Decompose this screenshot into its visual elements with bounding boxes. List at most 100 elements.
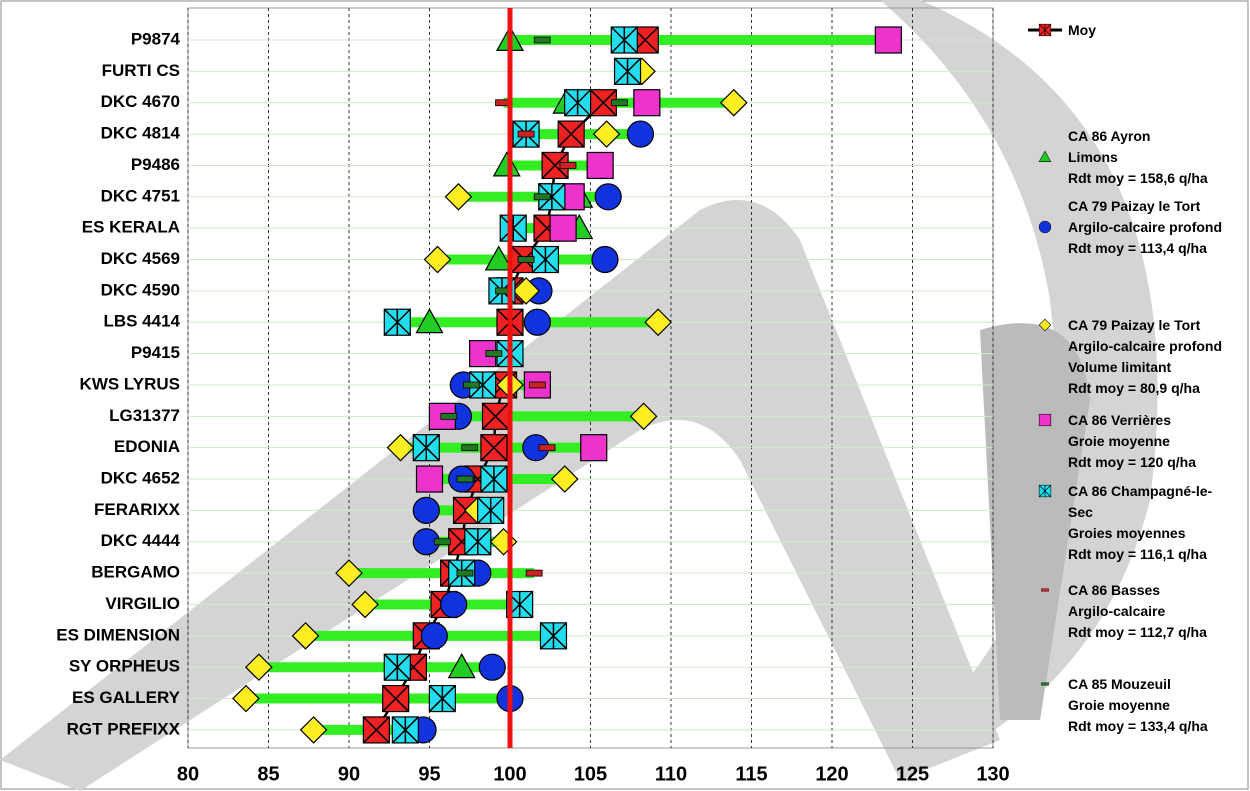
legend-marker xyxy=(1038,484,1052,498)
marker-cross xyxy=(464,528,492,556)
data-point xyxy=(477,496,505,524)
data-point xyxy=(461,444,479,452)
data-point xyxy=(586,151,614,180)
y-tick-label: LG31377 xyxy=(109,406,180,425)
marker xyxy=(1041,682,1049,686)
marker xyxy=(1038,220,1052,234)
marker xyxy=(550,465,579,493)
marker-cross xyxy=(481,402,510,430)
marker xyxy=(456,475,474,483)
data-point xyxy=(462,381,480,389)
y-tick-label: LBS 4414 xyxy=(103,312,180,331)
legend-label: CA 86 Verrières Groie moyenne Rdt moy = … xyxy=(1068,412,1196,470)
data-point xyxy=(644,308,672,337)
marker-cross xyxy=(480,434,508,462)
data-point xyxy=(464,528,492,556)
marker xyxy=(594,183,622,211)
data-point xyxy=(613,57,642,85)
marker xyxy=(538,444,556,452)
x-tick-label: 85 xyxy=(257,763,279,785)
data-point xyxy=(531,245,560,274)
data-point xyxy=(489,527,518,556)
data-point xyxy=(611,99,628,107)
y-tick-label: ES KERALA xyxy=(82,218,180,237)
y-tick-label: DKC 4751 xyxy=(101,186,180,205)
data-point xyxy=(481,402,510,430)
data-point xyxy=(291,621,320,650)
marker xyxy=(299,716,328,744)
data-point xyxy=(559,162,577,169)
marker xyxy=(440,590,468,619)
marker xyxy=(525,569,543,577)
data-point xyxy=(433,538,451,546)
data-point xyxy=(456,475,474,483)
marker-cross xyxy=(499,214,527,242)
marker xyxy=(592,120,621,148)
data-point xyxy=(492,151,521,177)
marker xyxy=(386,433,415,462)
marker xyxy=(415,308,444,334)
marker xyxy=(626,120,655,148)
y-tick-label: DKC 4652 xyxy=(101,469,180,488)
data-point xyxy=(633,89,661,117)
marker xyxy=(580,434,608,462)
legend-label: CA 86 Champagné-le- Sec Groies moyennes … xyxy=(1068,483,1213,562)
data-point xyxy=(440,412,458,420)
data-point xyxy=(456,569,474,577)
bg-logo xyxy=(980,323,1090,720)
data-point xyxy=(386,433,415,462)
data-point xyxy=(428,684,456,713)
data-point xyxy=(512,277,540,305)
y-tick-label: DKC 4590 xyxy=(101,280,180,299)
marker xyxy=(512,277,540,305)
data-point xyxy=(523,308,551,336)
data-point xyxy=(444,182,473,211)
marker-cross xyxy=(477,496,505,524)
y-tick-label: BERGAMO xyxy=(91,563,180,582)
marker xyxy=(447,652,476,679)
marker-cross xyxy=(480,465,508,493)
marker-cross xyxy=(564,89,592,117)
y-tick-label: DKC 4444 xyxy=(101,531,181,550)
marker xyxy=(549,214,577,242)
legend-label: Moy xyxy=(1068,22,1096,38)
x-tick-label: 80 xyxy=(177,763,199,785)
data-point xyxy=(629,402,658,431)
x-tick-label: 125 xyxy=(896,763,929,785)
data-point xyxy=(382,684,410,713)
x-tick-label: 100 xyxy=(493,763,526,785)
marker xyxy=(1041,588,1049,592)
marker xyxy=(456,569,474,577)
marker xyxy=(719,88,748,117)
data-point xyxy=(412,496,440,524)
marker-cross xyxy=(382,685,410,713)
legend-symbol xyxy=(1038,150,1052,162)
legend-marker xyxy=(1041,588,1049,592)
data-point xyxy=(423,245,452,274)
legend-symbol xyxy=(1038,318,1052,332)
legend-marker xyxy=(1038,150,1052,162)
data-point xyxy=(362,716,390,744)
y-tick-label: SY ORPHEUS xyxy=(69,657,180,676)
y-tick-label: VIRGILIO xyxy=(105,594,180,613)
marker xyxy=(232,684,260,713)
marker-cross xyxy=(383,308,411,336)
data-point xyxy=(538,444,556,452)
marker xyxy=(629,402,658,431)
marker xyxy=(586,151,614,180)
data-point xyxy=(525,569,543,577)
marker-cross xyxy=(531,245,559,274)
data-point xyxy=(383,308,411,336)
x-tick-label: 130 xyxy=(976,763,1009,785)
marker-cross xyxy=(610,26,638,54)
legend-label: CA 79 Paizay le Tort Argilo-calcaire pro… xyxy=(1068,317,1223,396)
x-tick-label: 95 xyxy=(418,763,440,785)
marker xyxy=(478,653,506,681)
marker xyxy=(591,245,619,274)
y-tick-label: DKC 4814 xyxy=(101,124,181,143)
data-point xyxy=(391,716,419,744)
marker xyxy=(423,245,452,274)
